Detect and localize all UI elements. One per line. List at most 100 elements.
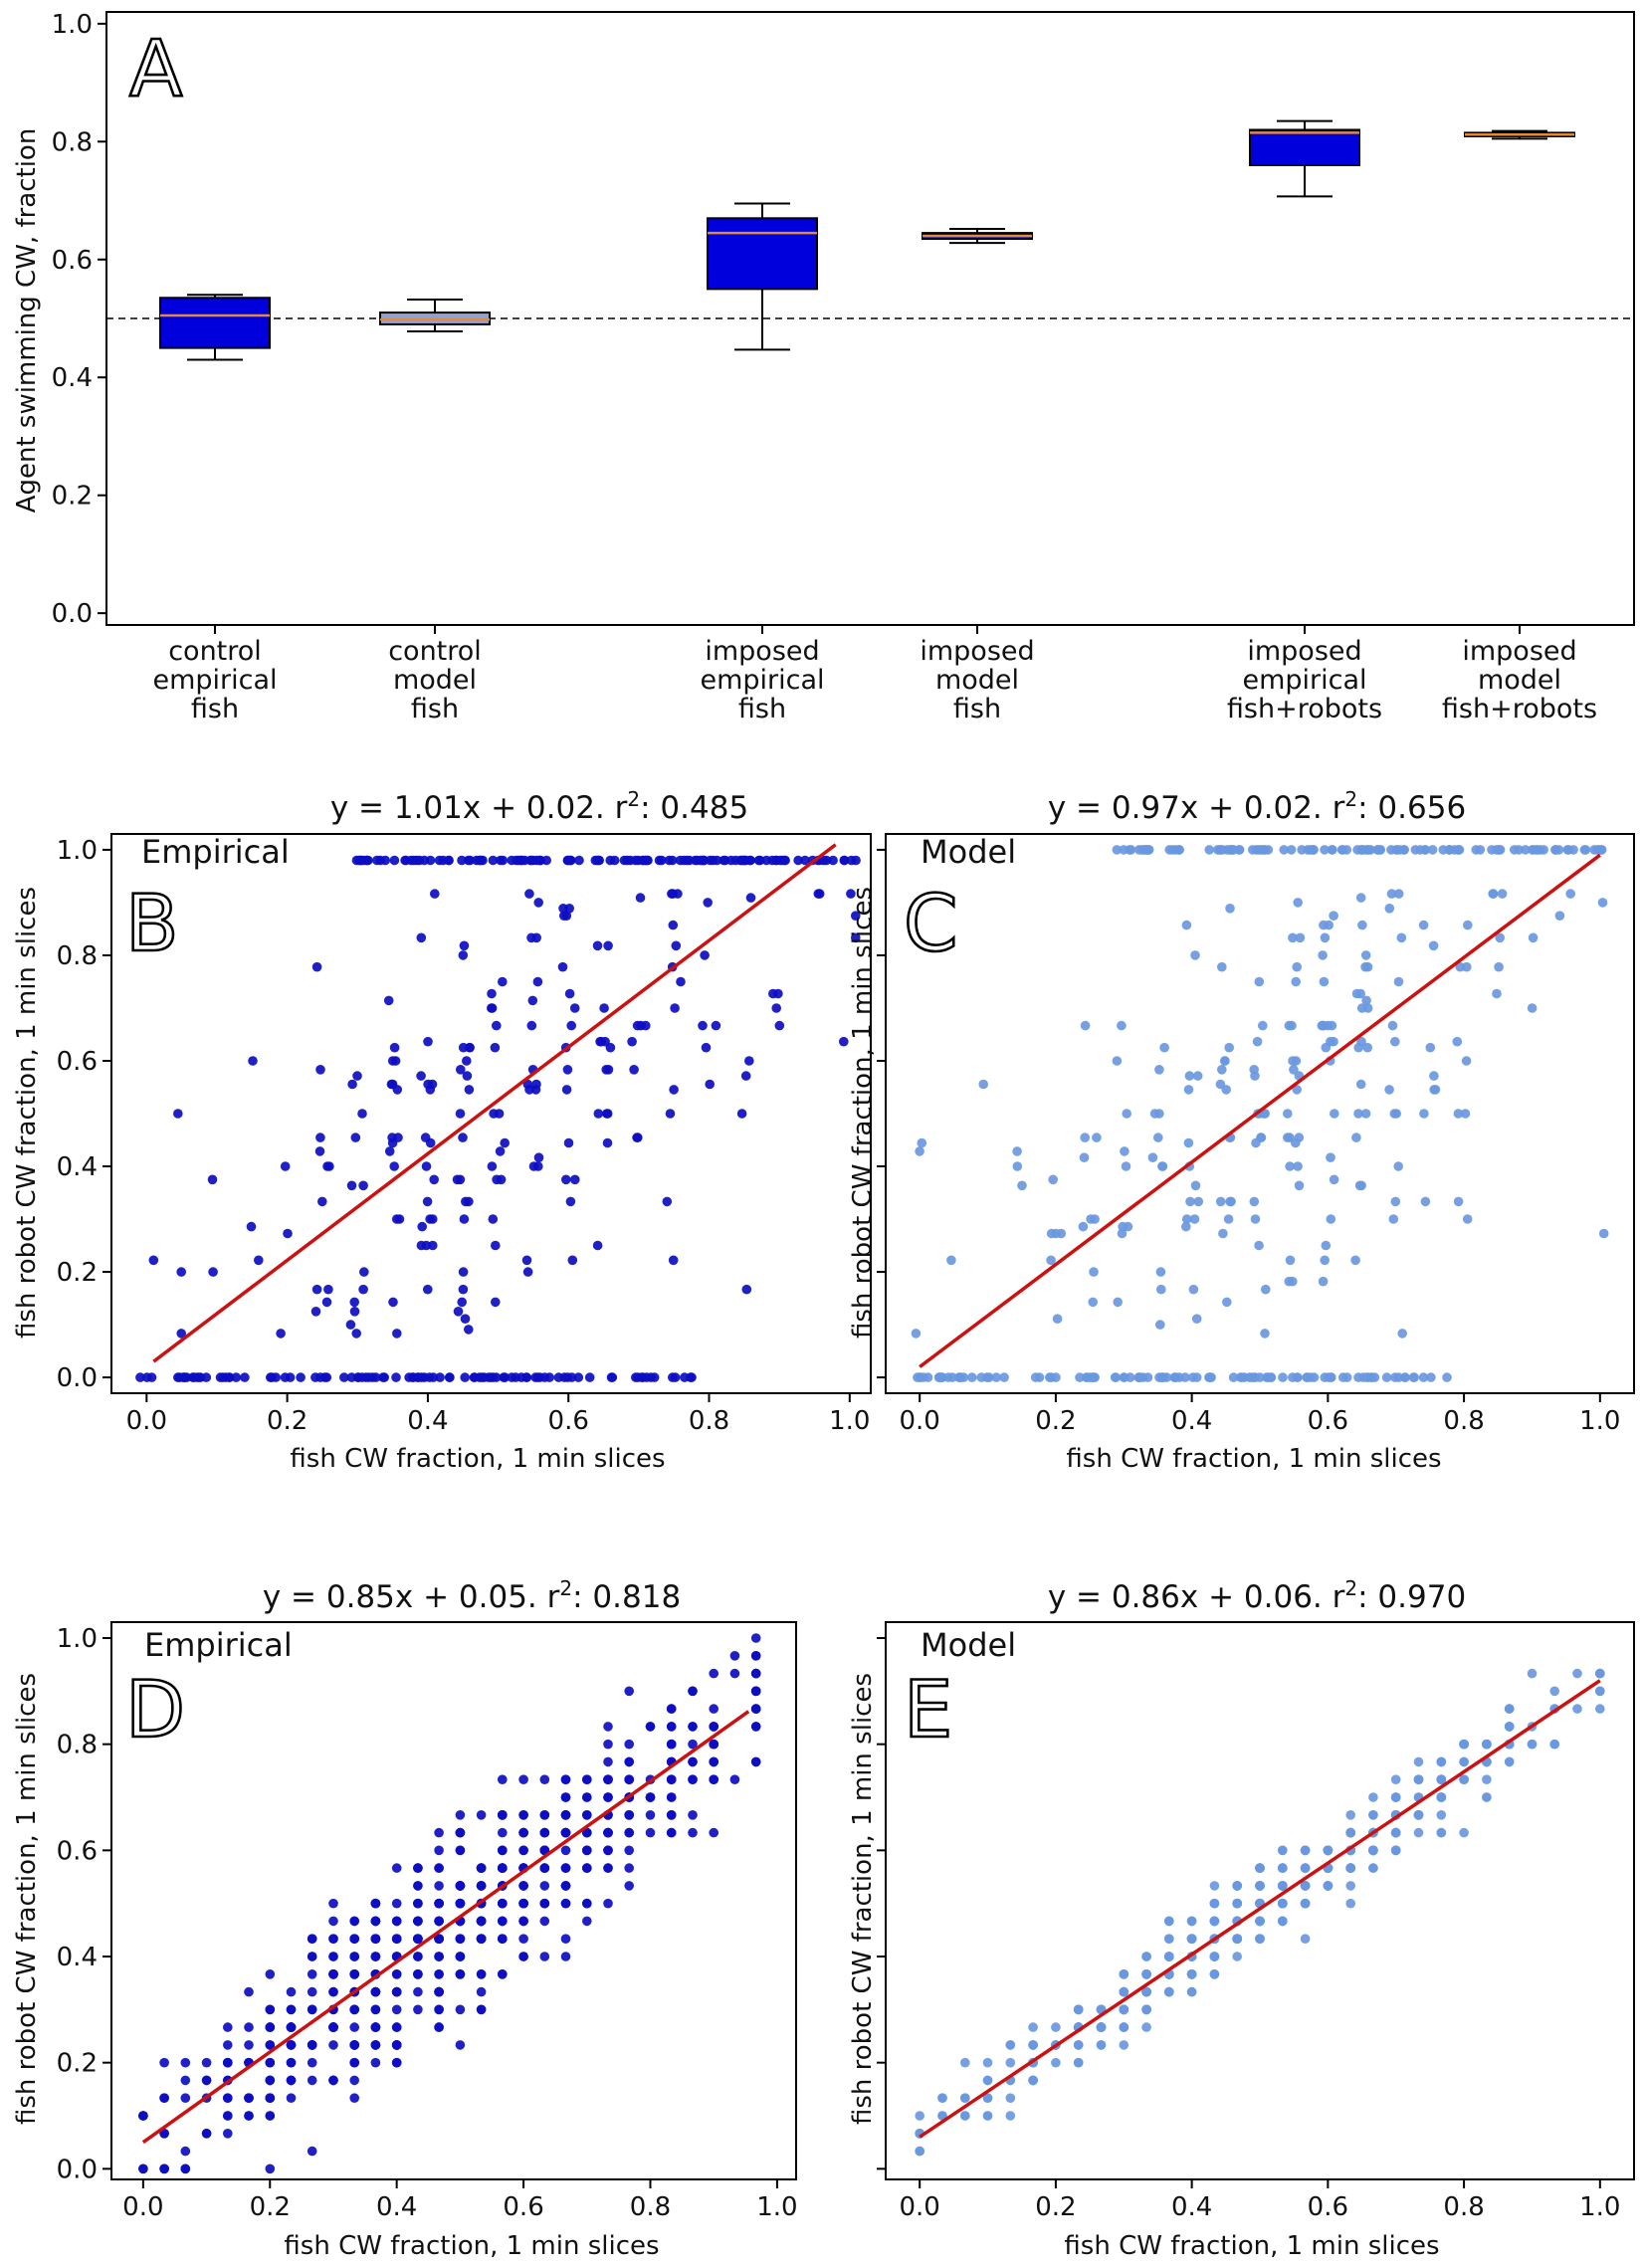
scatter-point bbox=[391, 1372, 401, 1382]
scatter-point bbox=[1353, 1042, 1363, 1053]
scatter-point bbox=[412, 855, 422, 866]
scatter-point bbox=[1504, 1704, 1515, 1714]
scatter-point bbox=[1330, 1109, 1339, 1119]
scatter-point bbox=[1345, 1827, 1355, 1838]
y-tick-label: 0.6 bbox=[57, 1047, 98, 1077]
panel-e-fit-line bbox=[919, 1679, 1601, 2139]
scatter-point bbox=[532, 976, 543, 987]
y-tick-label: 1.0 bbox=[57, 836, 98, 866]
scatter-point bbox=[1390, 1845, 1401, 1856]
scatter-point bbox=[1595, 1704, 1605, 1714]
scatter-point bbox=[434, 1845, 444, 1856]
scatter-point bbox=[307, 2040, 317, 2050]
scatter-point bbox=[1051, 1372, 1061, 1382]
scatter-point bbox=[148, 1255, 159, 1266]
scatter-point bbox=[380, 855, 391, 866]
scatter-point bbox=[915, 2111, 924, 2121]
scatter-point bbox=[498, 976, 508, 987]
scatter-point bbox=[391, 2022, 402, 2032]
scatter-point bbox=[851, 932, 861, 943]
scatter-point bbox=[500, 1372, 511, 1382]
scatter-point bbox=[1390, 1827, 1401, 1838]
scatter-point bbox=[391, 1863, 402, 1873]
scatter-point bbox=[349, 1969, 360, 1979]
scatter-point bbox=[413, 1934, 423, 1944]
scatter-point bbox=[1368, 1810, 1378, 1820]
scatter-point bbox=[1504, 1756, 1515, 1767]
scatter-point bbox=[390, 1056, 401, 1066]
scatter-point bbox=[1320, 1255, 1330, 1266]
scatter-point bbox=[475, 855, 486, 866]
scatter-point bbox=[1436, 1774, 1447, 1784]
scatter-point bbox=[1351, 988, 1362, 999]
scatter-point bbox=[1286, 845, 1297, 855]
scatter-point bbox=[328, 1952, 338, 1961]
scatter-point bbox=[425, 1214, 435, 1224]
scatter-point bbox=[967, 1372, 977, 1382]
scatter-point bbox=[539, 1372, 550, 1382]
scatter-point bbox=[1307, 845, 1317, 855]
scatter-point bbox=[1122, 1109, 1131, 1119]
scatter-point bbox=[582, 1845, 592, 1856]
scatter-point bbox=[434, 1934, 444, 1944]
scatter-point bbox=[624, 1827, 634, 1838]
scatter-point bbox=[500, 1137, 510, 1148]
scatter-point bbox=[286, 1986, 297, 1997]
scatter-point bbox=[1279, 845, 1289, 855]
scatter-point bbox=[421, 1161, 432, 1171]
scatter-point bbox=[1254, 1240, 1264, 1251]
scatter-point bbox=[562, 855, 573, 866]
scatter-point bbox=[566, 1020, 576, 1031]
panel-c-title: y = 0.97x + 0.02. r2: 0.656 bbox=[1048, 787, 1466, 826]
scatter-point bbox=[358, 1284, 368, 1295]
scatter-point bbox=[701, 1042, 712, 1053]
scatter-point bbox=[455, 1898, 466, 1909]
panel-c-series-label: Model bbox=[921, 833, 1016, 871]
scatter-point bbox=[359, 1267, 369, 1277]
scatter-point bbox=[1005, 2093, 1016, 2103]
scatter-point bbox=[771, 855, 781, 866]
panel-e-series-label: Model bbox=[921, 1626, 1016, 1664]
scatter-point bbox=[138, 2164, 148, 2174]
scatter-point bbox=[476, 1810, 487, 1820]
panel-b-series-label: Empirical bbox=[141, 833, 290, 871]
scatter-point bbox=[1119, 2022, 1129, 2032]
scatter-point bbox=[349, 1297, 360, 1308]
scatter-point bbox=[1292, 1085, 1302, 1095]
scatter-point bbox=[416, 932, 427, 943]
scatter-point bbox=[180, 1372, 190, 1382]
scatter-point bbox=[1235, 1372, 1246, 1382]
scatter-point bbox=[310, 1307, 321, 1317]
scatter-point bbox=[539, 1952, 550, 1961]
scatter-point bbox=[561, 1085, 572, 1095]
panel-c-fit-line bbox=[919, 853, 1601, 1368]
scatter-point bbox=[265, 1969, 276, 1979]
scatter-point bbox=[176, 1267, 186, 1277]
scatter-point bbox=[1164, 1986, 1174, 1997]
scatter-point bbox=[286, 2004, 297, 2015]
panel-b-letter: B bbox=[125, 880, 179, 969]
scatter-point bbox=[1300, 1934, 1311, 1944]
scatter-point bbox=[1320, 845, 1330, 855]
scatter-point bbox=[1528, 932, 1539, 943]
scatter-point bbox=[1156, 1284, 1166, 1295]
scatter-point bbox=[462, 1071, 473, 1081]
scatter-point bbox=[461, 1196, 471, 1207]
panel-e-y-axis-label: fish robot CW fraction, 1 min slices bbox=[848, 1673, 878, 2125]
scatter-point bbox=[488, 855, 499, 866]
scatter-point bbox=[244, 2111, 254, 2121]
scatter-point bbox=[582, 1863, 592, 1873]
scatter-point bbox=[370, 2022, 381, 2032]
scatter-point bbox=[490, 1042, 501, 1053]
scatter-point bbox=[296, 1372, 306, 1382]
scatter-point bbox=[539, 1774, 550, 1784]
panel-d-y-axis-label: fish robot CW fraction, 1 min slices bbox=[12, 1673, 42, 2125]
y-tick-label: 0.8 bbox=[52, 127, 93, 157]
scatter-point bbox=[1419, 1109, 1429, 1119]
scatter-point bbox=[1255, 1934, 1265, 1944]
scatter-point bbox=[223, 2093, 233, 2103]
scatter-point bbox=[564, 904, 574, 914]
panel-d-scatter: y = 0.85x + 0.05. r2: 0.818 0.0 0.2 0.4 0.6… bbox=[12, 1576, 798, 2261]
scatter-point bbox=[1453, 1196, 1464, 1207]
scatter-point bbox=[1285, 1161, 1295, 1171]
